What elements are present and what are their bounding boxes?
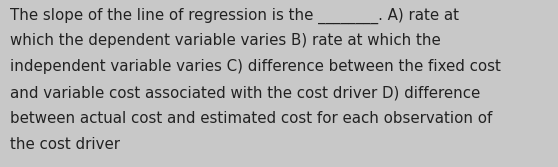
Text: independent variable varies C) difference between the fixed cost: independent variable varies C) differenc… (10, 59, 501, 74)
Text: which the dependent variable varies B) rate at which the: which the dependent variable varies B) r… (10, 33, 441, 48)
Text: the cost driver: the cost driver (10, 137, 120, 152)
Text: and variable cost associated with the cost driver D) difference: and variable cost associated with the co… (10, 85, 480, 100)
Text: between actual cost and estimated cost for each observation of: between actual cost and estimated cost f… (10, 111, 492, 126)
Text: The slope of the line of regression is the ________. A) rate at: The slope of the line of regression is t… (10, 8, 459, 24)
